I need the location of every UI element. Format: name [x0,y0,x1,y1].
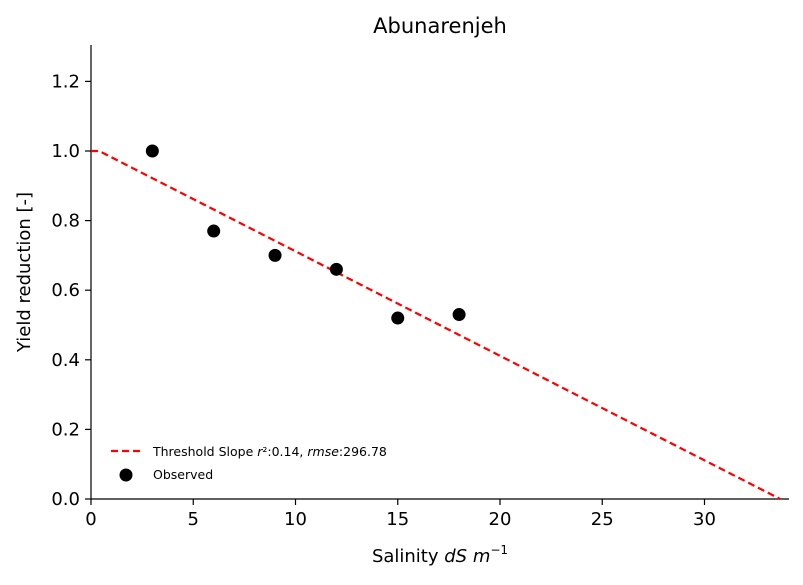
y-tick-label: 0.8 [51,211,80,232]
observed-point [329,262,343,276]
y-axis-title: Yield reduction [-] [14,192,35,353]
x-tick-label: 5 [188,509,199,530]
y-tick-label: 0.0 [51,489,80,510]
x-tick-label: 10 [284,509,307,530]
y-tick-label: 0.2 [51,419,80,440]
legend-marker-observed [119,468,133,482]
y-ticks: 0.0 0.2 0.4 0.6 0.8 1.0 1.2 [51,71,91,510]
x-tick-label: 25 [591,509,614,530]
x-tick-label: 0 [85,509,96,530]
y-tick-label: 0.4 [51,350,80,371]
observed-point [452,308,466,322]
x-tick-label: 30 [693,509,716,530]
x-ticks: 0 5 10 15 20 25 30 [85,499,716,530]
observed-point [391,311,405,325]
legend: Threshold Slope r²:0.14, rmse:296.78 Obs… [111,444,387,482]
legend-label-threshold-slope: Threshold Slope r²:0.14, rmse:296.78 [152,444,387,459]
observed-point [145,144,159,158]
x-tick-label: 15 [386,509,409,530]
x-tick-label: 20 [489,509,512,530]
threshold-slope-line [91,149,781,500]
plot-series [91,144,781,500]
x-axis-title: Salinity dS m−1 [372,543,508,567]
legend-label-observed: Observed [153,467,213,482]
chart-title: Abunarenjeh [373,14,507,38]
observed-point [268,248,282,262]
observed-point [207,224,221,238]
y-tick-label: 1.0 [51,141,80,162]
y-tick-label: 0.6 [51,280,80,301]
y-tick-label: 1.2 [51,71,80,92]
